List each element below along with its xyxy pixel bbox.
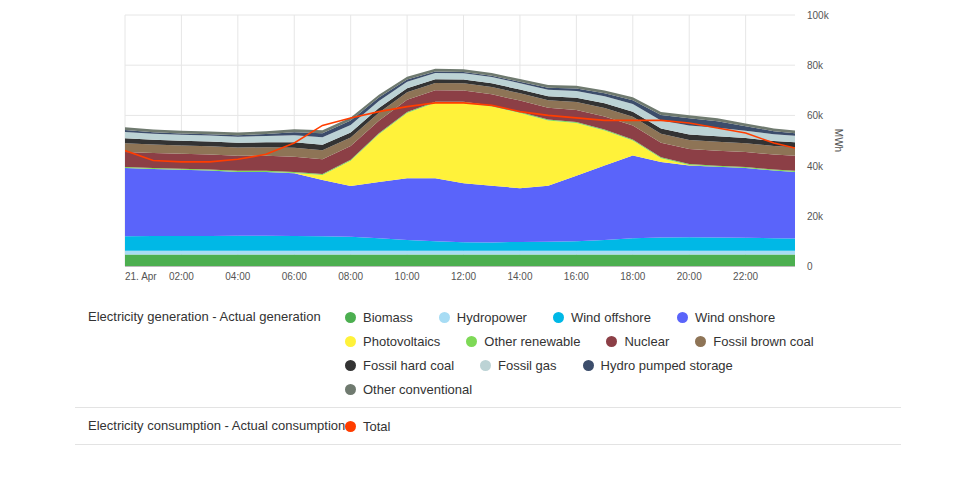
y-tick-label: 60k [807,110,824,121]
legend-group-title: Electricity generation - Actual generati… [88,309,321,324]
legend-label: Fossil gas [498,358,557,373]
grid-line [125,65,795,66]
y-axis-label: MWh [833,129,844,152]
area-series [125,71,795,137]
x-tick-label: 20:00 [677,271,702,282]
legend-item[interactable]: Other renewable [466,329,580,353]
x-tick-label: 04:00 [225,271,250,282]
legend-item[interactable]: Wind onshore [677,305,775,329]
y-tick-label: 80k [807,60,824,71]
x-tick-label: 06:00 [282,271,307,282]
legend-swatch [695,336,706,347]
legend-item[interactable]: Other conventional [345,377,472,401]
area-series [125,254,795,266]
legend-swatch [345,336,356,347]
area-series [125,251,795,255]
x-tick-label: 12:00 [451,271,476,282]
legend-item[interactable]: Total [345,414,390,438]
legend-swatch [583,360,594,371]
x-tick-label: 16:00 [564,271,589,282]
legend-label: Wind offshore [571,310,651,325]
grid-line [125,15,795,16]
legend-swatch [345,312,356,323]
x-tick-label: 22:00 [733,271,758,282]
legend-label: Wind onshore [695,310,775,325]
y-tick-label: 20k [807,211,824,222]
legend-label: Hydro pumped storage [601,358,733,373]
x-tick-label: 14:00 [507,271,532,282]
x-tick-label: 18:00 [620,271,645,282]
legend-item[interactable]: Photovoltaics [345,329,440,353]
separator [75,407,901,408]
legend-item[interactable]: Biomass [345,305,413,329]
legend-item[interactable]: Fossil gas [480,353,557,377]
y-tick-label: 0 [807,261,813,272]
legend-label: Fossil hard coal [363,358,454,373]
x-tick-label: 08:00 [338,271,363,282]
legend-item[interactable]: Hydropower [439,305,527,329]
legend-label: Biomass [363,310,413,325]
area-series [125,69,795,136]
legend-label: Other renewable [484,334,580,349]
line-series [125,103,795,162]
legend-swatch [677,312,688,323]
legend: Biomass Hydropower Wind offshore Wind onsho… [345,305,850,401]
y-tick-label: 100k [807,10,830,21]
legend-item[interactable]: Fossil hard coal [345,353,454,377]
legend-label: Photovoltaics [363,334,440,349]
legend-item[interactable]: Wind offshore [553,305,651,329]
legend-swatch [466,336,477,347]
legend-swatch [345,384,356,395]
legend-label: Hydropower [457,310,527,325]
x-axis-line [125,266,795,267]
legend-label: Fossil brown coal [713,334,813,349]
legend-swatch [345,421,356,432]
legend-swatch [345,360,356,371]
legend-swatch [553,312,564,323]
legend-group-title: Electricity consumption - Actual consump… [88,418,345,433]
plot-area [125,69,795,266]
legend-swatch [606,336,617,347]
legend-label: Other conventional [363,382,472,397]
x-tick-label: 21. Apr [125,271,157,282]
legend-swatch [439,312,450,323]
legend-item[interactable]: Hydro pumped storage [583,353,733,377]
x-tick-label: 02:00 [169,271,194,282]
legend-swatch [480,360,491,371]
legend-item[interactable]: Fossil brown coal [695,329,813,353]
legend-label: Nuclear [624,334,669,349]
legend-label: Total [363,419,390,434]
x-tick-label: 10:00 [395,271,420,282]
legend: Total [345,414,850,438]
separator [75,444,901,445]
legend-item[interactable]: Nuclear [606,329,669,353]
y-tick-label: 40k [807,161,824,172]
